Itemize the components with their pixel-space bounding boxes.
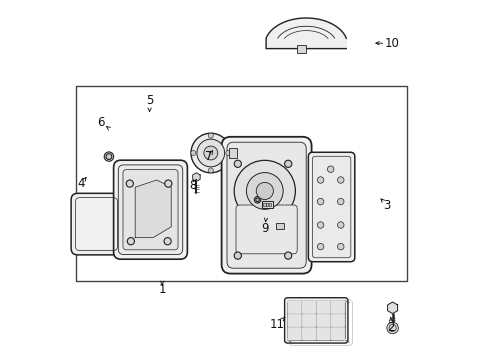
Circle shape [234,160,295,221]
Bar [262,201,273,208]
FancyBboxPatch shape [227,142,306,268]
Circle shape [191,150,196,156]
FancyBboxPatch shape [316,301,331,314]
Circle shape [318,243,324,250]
Circle shape [104,152,114,161]
Circle shape [208,168,213,173]
Bar [229,148,237,158]
Circle shape [338,222,344,228]
FancyBboxPatch shape [285,298,348,343]
FancyBboxPatch shape [302,301,316,314]
Circle shape [204,146,218,160]
Circle shape [338,198,344,205]
Circle shape [164,238,171,245]
Polygon shape [266,18,346,49]
Circle shape [387,322,398,334]
FancyBboxPatch shape [236,205,297,254]
FancyBboxPatch shape [316,314,331,327]
Bar [269,203,271,206]
FancyBboxPatch shape [302,314,316,327]
Circle shape [285,160,292,167]
Circle shape [197,139,224,167]
Circle shape [254,197,261,203]
Circle shape [327,166,334,172]
Circle shape [126,180,133,187]
FancyBboxPatch shape [297,45,306,53]
Bar [275,223,284,229]
Circle shape [338,177,344,183]
FancyBboxPatch shape [331,301,345,314]
FancyBboxPatch shape [331,314,345,327]
Circle shape [127,238,134,245]
FancyBboxPatch shape [302,327,316,340]
Bar [76,86,407,281]
Text: 7: 7 [205,150,213,163]
Polygon shape [388,302,397,314]
FancyBboxPatch shape [71,193,122,255]
Circle shape [246,172,283,209]
Text: 8: 8 [189,179,196,192]
Circle shape [165,180,172,187]
FancyBboxPatch shape [316,327,331,340]
Circle shape [208,133,213,138]
FancyBboxPatch shape [221,137,312,274]
FancyBboxPatch shape [288,327,302,340]
Text: 9: 9 [261,222,269,235]
Circle shape [106,154,112,159]
FancyBboxPatch shape [288,301,302,314]
FancyBboxPatch shape [123,170,178,250]
Circle shape [256,198,259,202]
Text: 3: 3 [384,199,391,212]
Circle shape [318,198,324,205]
FancyBboxPatch shape [114,160,187,259]
FancyBboxPatch shape [312,156,351,258]
Text: 11: 11 [270,318,285,330]
FancyBboxPatch shape [308,152,355,262]
FancyBboxPatch shape [288,314,302,327]
Circle shape [318,222,324,228]
Circle shape [338,243,344,250]
Text: 5: 5 [146,94,153,107]
Circle shape [256,183,273,199]
Bar [266,203,269,206]
Text: 2: 2 [387,321,394,334]
Bar [263,203,266,206]
Text: 1: 1 [158,283,166,296]
FancyBboxPatch shape [118,165,183,255]
Circle shape [226,150,231,156]
Circle shape [389,324,396,332]
FancyBboxPatch shape [331,327,345,340]
Circle shape [318,177,324,183]
Text: 6: 6 [97,116,105,129]
Text: 10: 10 [385,37,400,50]
Polygon shape [193,173,200,181]
Circle shape [285,252,292,259]
Circle shape [234,160,242,167]
Circle shape [234,252,242,259]
Text: 4: 4 [77,177,85,190]
Polygon shape [135,180,171,238]
Circle shape [191,133,231,173]
